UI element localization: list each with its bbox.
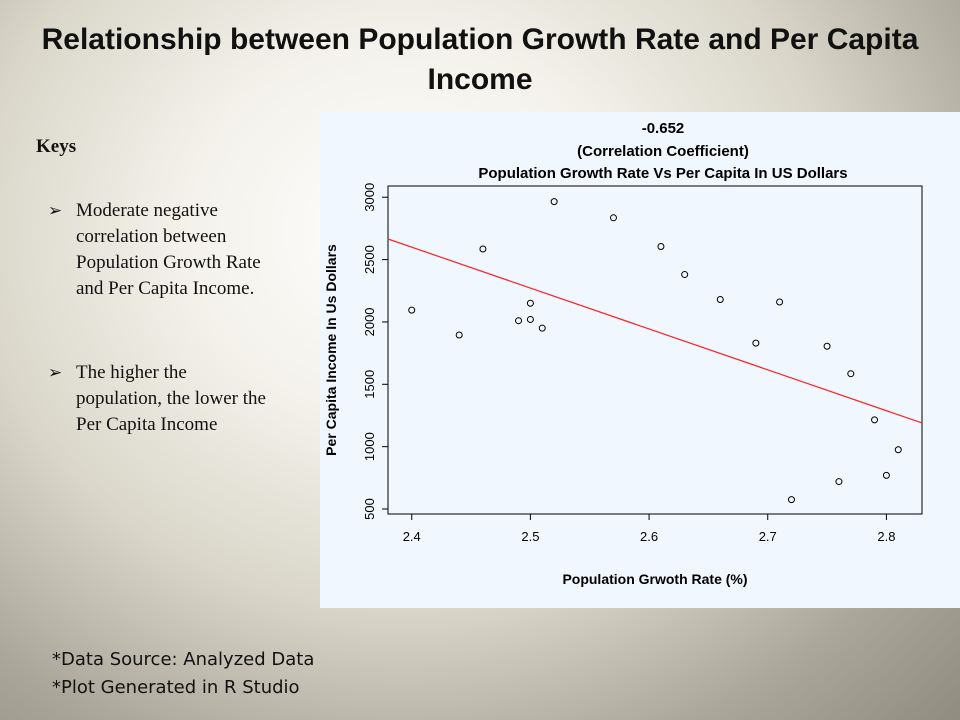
key-bullet-text: The higher the population, the lower the…	[76, 362, 266, 435]
plot-frame	[387, 185, 923, 515]
regression-line	[387, 238, 923, 424]
data-point	[894, 446, 902, 454]
data-point	[752, 339, 760, 347]
data-point	[847, 370, 855, 378]
scatter-plot: -0.652 (Correlation Coefficient) Populat…	[323, 120, 923, 587]
data-point	[835, 478, 843, 486]
chart-subtitle-2: Population Growth Rate Vs Per Capita In …	[478, 165, 847, 182]
data-point	[526, 315, 534, 323]
x-tick-label: 2.4	[403, 529, 421, 544]
data-point	[823, 342, 831, 350]
key-bullet-text: Moderate negative correlation between Po…	[76, 200, 261, 299]
slide-title: Relationship between Population Growth R…	[41, 23, 919, 96]
keys-heading: Keys	[36, 136, 77, 157]
data-point	[882, 471, 890, 479]
data-point	[408, 306, 416, 314]
scatter-plot-panel: -0.652 (Correlation Coefficient) Populat…	[320, 112, 960, 608]
data-point	[515, 317, 523, 325]
data-point	[538, 324, 546, 332]
x-tick-label: 2.5	[521, 529, 539, 544]
data-point	[609, 214, 617, 222]
x-axis-label: Population Grwoth Rate (%)	[562, 571, 747, 587]
y-tick-label: 3000	[362, 183, 377, 212]
x-tick-label: 2.8	[877, 529, 895, 544]
x-axis: 2.4 2.5 2.6 2.7 2.8	[403, 514, 895, 544]
chart-title: -0.652	[642, 120, 685, 137]
data-point	[657, 242, 665, 250]
y-tick-label: 500	[362, 498, 377, 520]
footnotes: *Data Source: Analyzed Data *Plot Genera…	[52, 646, 314, 702]
data-point	[681, 271, 689, 279]
data-point	[716, 295, 724, 303]
plot-tool-note: *Plot Generated in R Studio	[52, 677, 300, 698]
y-tick-label: 1000	[362, 432, 377, 461]
trendline-layer	[387, 238, 923, 424]
x-tick-label: 2.6	[640, 529, 658, 544]
data-point	[550, 198, 558, 206]
chart-subtitle: (Correlation Coefficient)	[577, 143, 749, 160]
arrow-bullet-icon: ➢	[48, 201, 63, 220]
y-tick-label: 1500	[362, 370, 377, 399]
y-tick-label: 2500	[362, 245, 377, 274]
points-layer	[408, 198, 902, 504]
data-point	[871, 416, 879, 424]
y-axis-label: Per Capita Income In Us Dollars	[323, 244, 339, 456]
keys-panel: Keys	[36, 136, 306, 158]
arrow-bullet-icon: ➢	[48, 363, 63, 382]
data-source-note: *Data Source: Analyzed Data	[52, 649, 315, 670]
data-point	[787, 496, 795, 504]
key-bullet-item: ➢ The higher the population, the lower t…	[48, 360, 266, 438]
y-tick-label: 2000	[362, 307, 377, 336]
key-bullet-item: ➢ Moderate negative correlation between …	[48, 198, 266, 302]
data-point	[526, 299, 534, 307]
data-point	[776, 298, 784, 306]
x-tick-label: 2.7	[759, 529, 777, 544]
data-point	[455, 331, 463, 339]
data-point	[479, 245, 487, 253]
y-axis: 500 1000 1500 2000 2500 3000	[362, 183, 388, 520]
